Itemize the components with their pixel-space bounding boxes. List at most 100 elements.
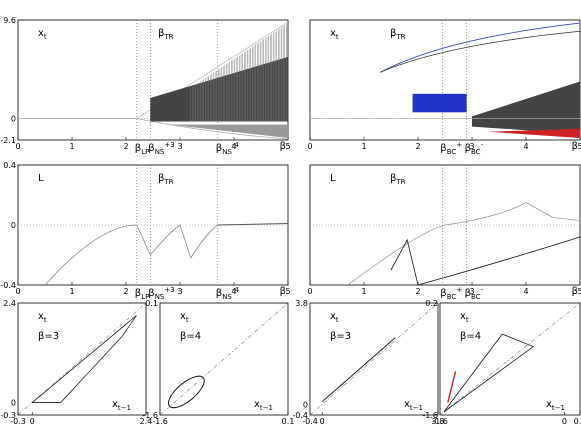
x-axis-label: β: [572, 141, 578, 152]
attractor: [321, 337, 396, 403]
x-tick-label: 4: [523, 142, 528, 151]
x-axis-label: xt−1: [404, 399, 423, 412]
transcritical-label: βTR: [390, 28, 406, 41]
x-tick-label: 3: [177, 142, 182, 151]
y-tick-label: -0.3: [0, 411, 16, 420]
y-axis-label: L: [38, 173, 44, 184]
lyapunov-curve-black: [390, 236, 581, 286]
x-axis-label: xt−1: [112, 399, 131, 412]
y-tick-label: -1.6: [142, 411, 158, 420]
chaotic-band: [472, 81, 580, 134]
x-tick-label: 0: [15, 287, 20, 296]
x-tick-label: 0: [307, 142, 312, 151]
bifurcation-marker-label: βLP: [135, 288, 150, 301]
blue-cluster: [412, 93, 467, 113]
lyapunov-curve-gray: [347, 202, 581, 286]
parameter-label: β=4: [180, 331, 201, 342]
x-tick-label: 3.8: [432, 417, 445, 426]
y-axis-label: xt: [180, 311, 189, 324]
transcritical-label: βTR: [158, 173, 174, 186]
x-tick-label: 2: [415, 142, 420, 151]
y-tick-label: 0.4: [3, 161, 16, 170]
x-tick-label: 4: [231, 142, 236, 151]
x-tick-label: 2.4: [140, 417, 153, 426]
diagonal-line: [309, 302, 439, 416]
attractor: [443, 333, 535, 413]
y-tick-label: 9.6: [3, 16, 16, 25]
parameter-label: β=3: [38, 331, 59, 342]
lyapunov-curve: [44, 224, 219, 286]
y-tick-label: 2.4: [3, 299, 16, 308]
x-tick-label: 0: [307, 287, 312, 296]
x-tick-label: 5: [577, 142, 581, 151]
x-tick-label: -1.6: [432, 417, 448, 426]
transcritical-label: βTR: [158, 28, 174, 41]
x-tick-label: 0: [30, 417, 35, 426]
y-tick-label: 3.8: [295, 299, 308, 308]
bifurcation-marker-label: βNS-4: [216, 141, 240, 156]
y-tick-label: -0.4: [0, 281, 16, 290]
panel-frame: [439, 302, 581, 416]
panel-p5: -0.3 0 2.4 2.4 0 -0.3 xt β=3 xt−1: [0, 299, 152, 426]
y-tick-label: -2.1: [0, 136, 16, 145]
x-tick-label: 4: [523, 287, 528, 296]
x-tick-label: 4: [231, 287, 236, 296]
x-axis-label: xt−1: [254, 399, 273, 412]
bifurcation-marker-label: βBC-: [465, 286, 484, 301]
x-tick-label: 2: [415, 287, 420, 296]
bifurcation-marker-label: βNS+3: [148, 141, 174, 156]
x-tick-label: 1: [361, 287, 366, 296]
y-axis-label: xt: [38, 311, 47, 324]
x-tick-label: 1: [69, 142, 74, 151]
y-axis-label: xt: [38, 28, 47, 41]
x-axis-label: xt−1: [546, 399, 565, 412]
fixed-point-branch: [18, 118, 289, 140]
chaotic-band: [150, 56, 288, 122]
red-points: [447, 371, 457, 403]
parameter-label: β=4: [460, 331, 481, 342]
x-tick-label: 5: [285, 142, 290, 151]
panel-p2: 0 1 2 3 4 5 xt β βBC+ βBC-βTR: [307, 19, 581, 156]
bifurcation-marker-label: βLP: [135, 143, 150, 156]
x-tick-label: 0.2: [574, 417, 581, 426]
x-tick-label: 0: [320, 417, 325, 426]
x-axis-label: β: [280, 286, 286, 297]
bifurcation-marker-label: βBC+: [440, 286, 462, 301]
y-axis-label: xt: [330, 311, 339, 324]
bifurcation-marker-label: βBC+: [440, 141, 462, 156]
x-tick-label: 0: [15, 142, 20, 151]
diagonal-line: [159, 302, 289, 416]
y-tick-label: 0: [11, 399, 16, 408]
y-axis-label: L: [330, 173, 336, 184]
panel-p6: -1.6 0.1 0.1 -1.6 xt β=4 xt−1: [142, 299, 294, 426]
x-tick-label: 1: [361, 142, 366, 151]
x-tick-label: -0.3: [10, 417, 26, 426]
y-tick-label: -0.4: [292, 411, 308, 420]
y-axis-label: xt: [330, 28, 339, 41]
x-tick-label: 0: [562, 417, 567, 426]
y-tick-label: -1.6: [422, 411, 438, 420]
x-tick-label: 0.1: [282, 417, 295, 426]
y-tick-label: 0.1: [145, 299, 158, 308]
red-band: [488, 128, 580, 138]
x-tick-label: 1: [69, 287, 74, 296]
invariant-curve: [168, 375, 205, 409]
parameter-label: β=3: [330, 331, 351, 342]
x-tick-label: 3: [469, 287, 474, 296]
x-axis-label: β: [280, 141, 286, 152]
panel-p4: 0 1 2 3 4 5 Lβ βBC+ βBC-βTR: [307, 164, 581, 301]
attractor: [31, 315, 137, 403]
panel-frame: [17, 302, 147, 416]
x-tick-label: 5: [577, 287, 581, 296]
x-tick-label: 3: [469, 142, 474, 151]
x-tick-label: -0.4: [302, 417, 318, 426]
x-tick-label: 5: [285, 287, 290, 296]
x-tick-label: -1.6: [152, 417, 168, 426]
panel-frame: [309, 302, 439, 416]
x-tick-label: 2: [123, 287, 128, 296]
x-tick-label: 2: [123, 142, 128, 151]
